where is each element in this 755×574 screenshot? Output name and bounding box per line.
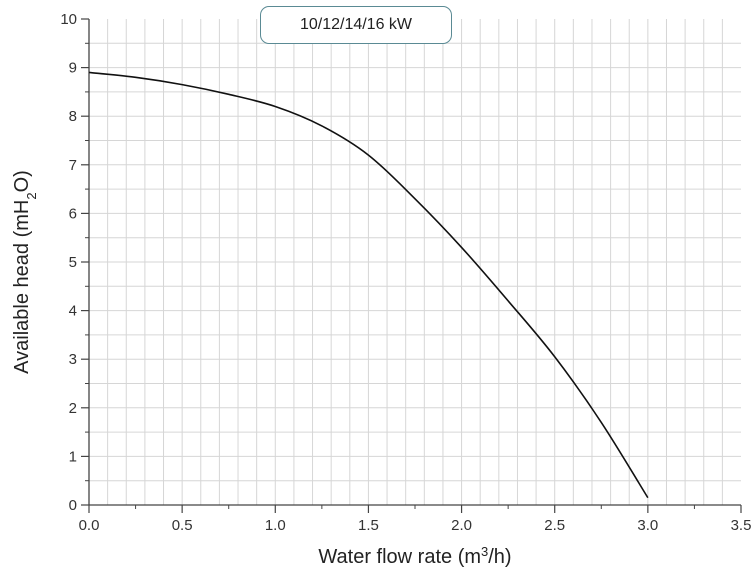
y-axis-title: Available head (mH2O) xyxy=(11,170,39,374)
y-tick-label: 10 xyxy=(60,11,77,28)
x-tick-label: 1.5 xyxy=(358,517,379,534)
x-tick-label: 2.5 xyxy=(544,517,565,534)
y-tick-label: 1 xyxy=(69,448,77,465)
grid xyxy=(89,19,741,505)
x-axis-title-sup: 3 xyxy=(481,544,488,559)
y-tick-label: 9 xyxy=(69,60,77,77)
y-tick-label: 0 xyxy=(69,497,77,514)
y-tick-label: 8 xyxy=(69,108,77,125)
y-tick-label: 7 xyxy=(69,157,77,174)
series-line-0 xyxy=(88,71,649,499)
x-tick-label: 3.5 xyxy=(731,517,752,534)
y-tick-label: 4 xyxy=(69,303,77,320)
x-tick-label: 3.0 xyxy=(637,517,658,534)
series xyxy=(88,71,649,499)
legend: 10/12/14/16 kW xyxy=(260,6,452,44)
x-axis-title: Water flow rate (m3/h) xyxy=(318,544,511,569)
y-tick-label: 2 xyxy=(69,400,77,417)
x-tick-label: 0.5 xyxy=(172,517,193,534)
x-tick-label: 0.0 xyxy=(79,517,100,534)
x-axis-title-post: /h) xyxy=(488,546,511,568)
ticks: 0 1 2 3 4 5 6 7 8 9 10 0.0 0.5 1.0 1.5 2.0 2.5 3.0 3.5 xyxy=(60,11,751,534)
legend-label: 10/12/14/16 kW xyxy=(299,16,413,33)
y-axis-title-pre: Available head (mH xyxy=(11,200,33,374)
y-axis-title-sub: 2 xyxy=(24,192,39,199)
x-tick-label: 1.0 xyxy=(265,517,286,534)
y-axis-title-post: O) xyxy=(11,170,33,192)
y-tick-label: 5 xyxy=(69,254,77,271)
x-tick-label: 2.0 xyxy=(451,517,472,534)
y-tick-label: 6 xyxy=(69,205,77,222)
y-tick-label: 3 xyxy=(69,351,77,368)
x-axis-title-pre: Water flow rate (m xyxy=(318,546,481,568)
